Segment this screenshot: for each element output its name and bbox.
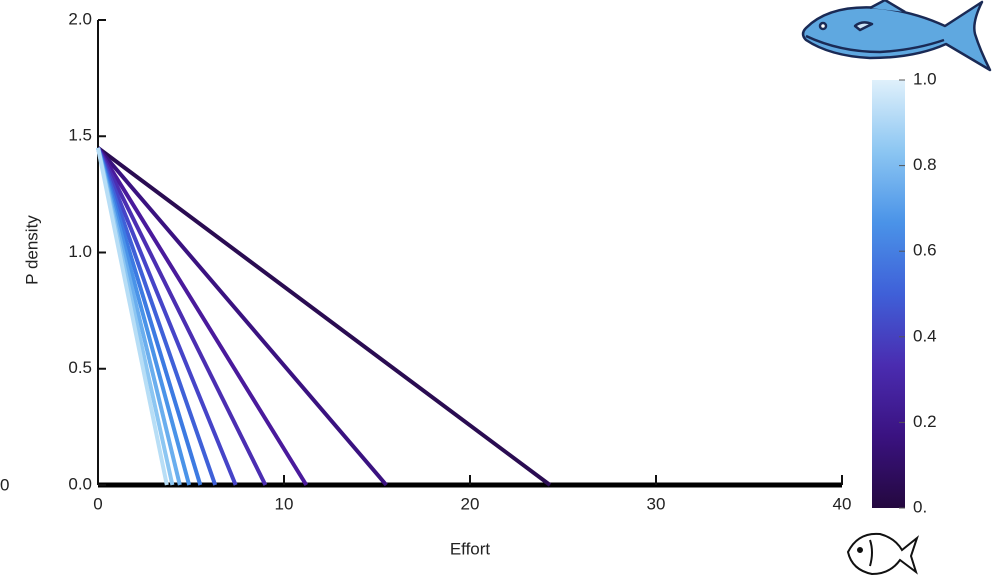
line (96, 147, 169, 486)
small-fish-icon (846, 532, 920, 576)
line (96, 146, 268, 486)
colorbar (872, 80, 905, 508)
y-tick-label: 1.0 (68, 242, 92, 261)
line (96, 147, 218, 486)
tuna-icon (801, 0, 992, 72)
x-axis-label: Effort (450, 539, 491, 558)
line (96, 146, 309, 487)
y-axis-label: P density (22, 215, 41, 285)
y-tick-label: 0.0 (68, 474, 92, 493)
colorbar-tick-label: 0.6 (913, 241, 937, 260)
line (96, 146, 388, 487)
line (96, 147, 238, 486)
colorbar-tick-label: 0.4 (913, 326, 937, 345)
x-tick-label: 30 (647, 494, 666, 513)
x-tick-label: 0 (93, 494, 102, 513)
colorbar-tick-label: 0.8 (913, 155, 937, 174)
y-tick-label: 2.0 (68, 9, 92, 28)
x-tick-label: 20 (461, 494, 480, 513)
colorbar-tick-label: 0. (913, 497, 927, 516)
x-tick-label: 40 (833, 494, 852, 513)
x-tick-label: 10 (275, 494, 294, 513)
y-tick-label: 1.5 (68, 126, 92, 145)
line (96, 146, 552, 487)
y-tick-label: 0.5 (68, 358, 92, 377)
colorbar-tick-label: 1.0 (913, 69, 937, 88)
left-edge-text: 0 (0, 475, 9, 494)
colorbar-tick-label: 0.2 (913, 412, 937, 431)
